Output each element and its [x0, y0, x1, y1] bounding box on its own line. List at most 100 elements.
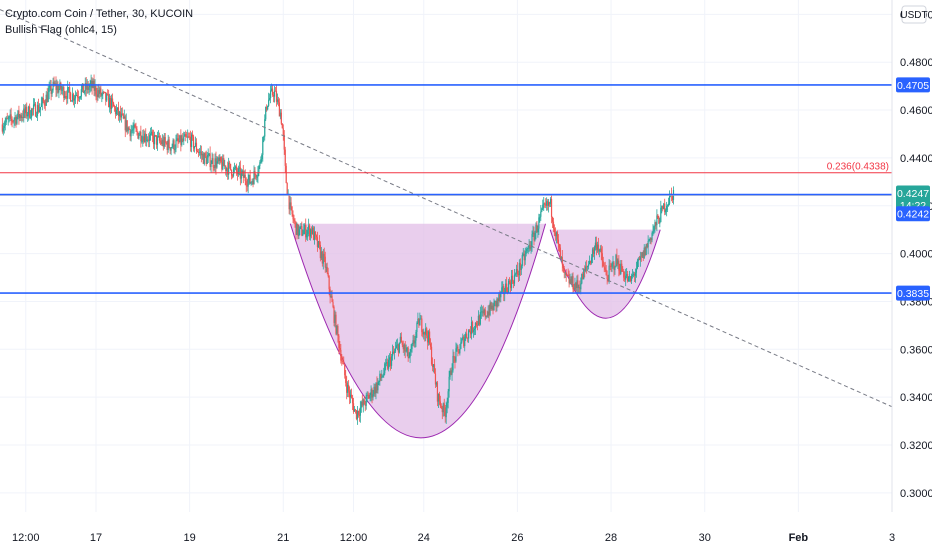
candle-body — [333, 306, 335, 323]
candle-body — [108, 94, 110, 108]
candle-body — [345, 375, 347, 384]
candle-body — [652, 230, 654, 234]
candle-body — [411, 343, 413, 350]
candle-body — [141, 141, 143, 142]
candle-body — [245, 181, 247, 186]
candle-body — [79, 96, 81, 98]
candle-body — [532, 232, 534, 235]
candle-body — [89, 84, 91, 88]
candle-body — [95, 86, 97, 95]
candle-body — [628, 276, 630, 282]
candle-body — [252, 180, 254, 185]
candle-body — [51, 90, 53, 94]
candle-body — [222, 158, 224, 170]
candle-body — [225, 165, 227, 171]
candle-body — [283, 134, 285, 150]
candle-body — [46, 94, 48, 102]
candle-body — [506, 283, 508, 291]
time-tick-label: 30 — [699, 532, 711, 544]
candle-body — [395, 345, 398, 349]
candle-body — [69, 87, 71, 93]
candle-body — [452, 355, 454, 371]
candle-body — [613, 262, 615, 271]
candle-body — [281, 123, 283, 129]
candle-body — [102, 91, 104, 95]
candle-body — [549, 198, 552, 204]
candle-body — [649, 237, 651, 241]
candle-body — [608, 265, 610, 281]
candle-body — [305, 224, 307, 238]
candle-body — [193, 146, 196, 149]
candle-body — [277, 99, 280, 103]
candle-body — [459, 348, 461, 354]
candle-body — [221, 162, 223, 170]
candle-body — [87, 83, 89, 90]
candle-body — [572, 276, 574, 290]
candle-body — [134, 124, 136, 128]
candle-body — [386, 362, 388, 364]
candle-body — [671, 194, 674, 200]
indicator-label[interactable]: Bullish Flag (ohlc4, 15) — [5, 24, 117, 36]
candle-body — [592, 249, 595, 254]
candle-body — [422, 332, 424, 335]
candle-body — [344, 364, 346, 376]
candle-body — [604, 267, 606, 270]
candle-body — [468, 330, 470, 339]
candle-body — [80, 89, 82, 97]
candle-body — [372, 394, 374, 398]
candle-body — [534, 233, 536, 241]
candle-body — [482, 311, 484, 314]
candle-body — [65, 95, 67, 97]
candle-body — [38, 109, 41, 112]
candle-body — [74, 95, 77, 99]
candle-body — [429, 343, 432, 347]
candle-body — [587, 265, 589, 267]
candle-body — [355, 410, 358, 419]
candle-body — [267, 105, 269, 110]
candle-body — [173, 140, 175, 151]
candle-body — [129, 129, 131, 137]
candle-body — [594, 242, 597, 248]
candle-body — [630, 275, 633, 281]
candle-body — [404, 344, 406, 352]
candle-body — [246, 185, 248, 187]
candle-body — [374, 386, 376, 394]
price-tick-label: 0.3600 — [900, 344, 932, 356]
level-tag-bottom-text: 0.3835 — [897, 288, 929, 300]
candle-body — [415, 332, 417, 341]
candle-body — [467, 337, 469, 339]
candle-body — [66, 96, 68, 99]
candle-body — [664, 203, 666, 213]
candle-body — [163, 137, 165, 147]
candle-body — [471, 322, 474, 332]
candle-body — [418, 318, 420, 326]
candle-body — [78, 97, 81, 99]
candle-body — [288, 194, 290, 210]
candle-body — [485, 315, 487, 317]
candle-body — [126, 120, 128, 132]
candle-body — [8, 116, 10, 119]
candle-body — [588, 261, 591, 265]
candle-body — [379, 373, 381, 381]
candle-body — [300, 226, 302, 227]
candle-body — [58, 88, 60, 93]
candle-body — [11, 118, 13, 122]
candle-body — [255, 174, 257, 178]
candle-body — [352, 403, 355, 412]
currency-badge[interactable]: USDT — [900, 5, 928, 24]
candle-body — [446, 402, 448, 408]
candle-body — [204, 153, 206, 157]
candle-body — [387, 362, 389, 369]
time-axis[interactable]: 12:00 17 19 21 12:00 24 26 28 30 Feb 3 — [12, 532, 895, 544]
candle-body — [130, 130, 132, 137]
candle-body — [450, 370, 452, 375]
level-tag-top-box — [896, 77, 930, 93]
candle-body — [10, 114, 12, 119]
candle-body — [175, 140, 177, 149]
candle-body — [503, 286, 505, 295]
candle-body — [207, 154, 209, 158]
candle-body — [593, 247, 596, 254]
candle-body — [611, 263, 613, 267]
candle-body — [261, 154, 263, 160]
